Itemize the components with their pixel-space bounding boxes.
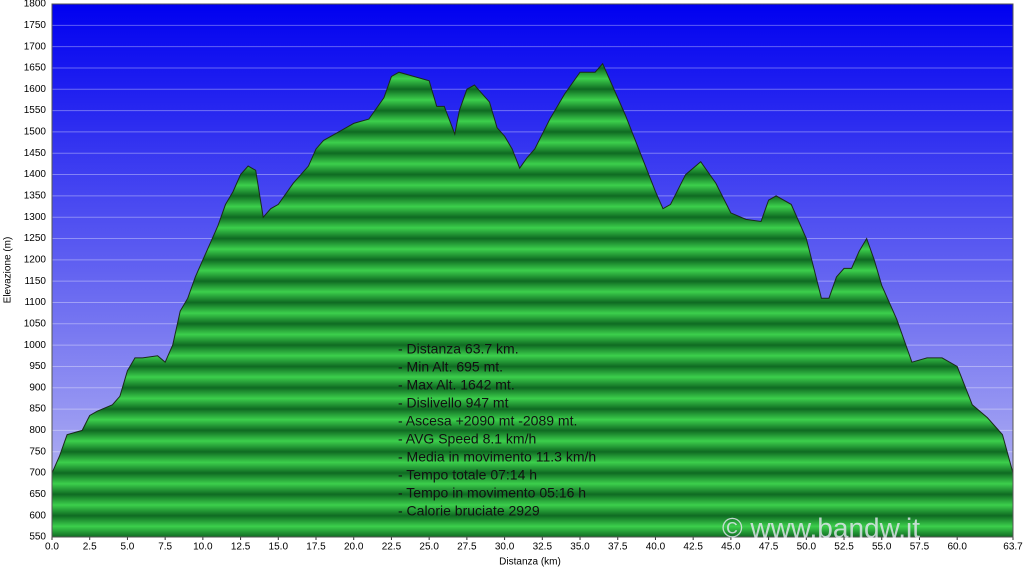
- watermark: © www.bandw.it: [722, 512, 920, 543]
- stats-line: - Calorie bruciate 2929: [398, 503, 540, 519]
- stats-line: - Distanza 63.7 km.: [398, 341, 519, 357]
- elevation-line: [51, 62, 1014, 474]
- y-tick-label: 1650: [24, 63, 47, 74]
- y-tick-label: 800: [29, 425, 46, 436]
- y-tick-label: 1200: [24, 254, 47, 265]
- plot-frame: [51, 3, 1014, 538]
- y-tick-label: 650: [29, 489, 46, 500]
- x-tick-label: 0.0: [45, 542, 59, 553]
- y-tick-label: 750: [29, 446, 46, 457]
- x-tick-label: 22.5: [382, 542, 402, 553]
- x-tick-label: 10.0: [193, 542, 213, 553]
- y-tick-label: 1550: [24, 105, 47, 116]
- x-tick-label: 5.0: [120, 542, 134, 553]
- x-tick-label: 25.0: [419, 542, 439, 553]
- y-tick-label: 1100: [24, 297, 46, 308]
- y-tick-label: 1700: [24, 41, 47, 52]
- x-tick-label: 37.5: [608, 542, 628, 553]
- x-tick-label: 42.5: [683, 542, 703, 553]
- stats-line: - Media in movimento 11.3 km/h: [398, 449, 596, 465]
- stats-line: - Ascesa +2090 mt -2089 mt.: [398, 413, 577, 429]
- x-tick-label: 63.7: [1003, 542, 1023, 553]
- x-tick-label: 40.0: [646, 542, 666, 553]
- stats-line: - AVG Speed 8.1 km/h: [398, 431, 536, 447]
- y-tick-label: 1000: [24, 340, 47, 351]
- x-tick-label: 45.0: [721, 542, 741, 553]
- x-tick-label: 32.5: [533, 542, 553, 553]
- stats-line: - Tempo in movimento 05:16 h: [398, 485, 586, 501]
- y-tick-label: 600: [29, 510, 46, 521]
- y-tick-label: 1450: [24, 148, 47, 159]
- y-tick-label: 1250: [24, 233, 47, 244]
- y-tick-label: 1150: [24, 276, 46, 287]
- x-tick-label: 20.0: [344, 542, 364, 553]
- x-tick-label: 55.0: [872, 542, 892, 553]
- x-tick-label: 60.0: [947, 542, 967, 553]
- stats-line: - Dislivello 947 mt: [398, 395, 509, 411]
- x-tick-label: 15.0: [269, 542, 289, 553]
- x-tick-label: 57.5: [910, 542, 930, 553]
- y-tick-label: 950: [29, 361, 46, 372]
- x-tick-label: 27.5: [457, 542, 477, 553]
- y-tick-label: 1750: [24, 20, 47, 31]
- x-tick-label: 30.0: [495, 542, 515, 553]
- stats-line: - Tempo totale 07:14 h: [398, 467, 537, 483]
- y-tick-label: 1350: [24, 191, 47, 202]
- y-tick-label: 1050: [24, 318, 47, 329]
- y-axis-title: Elevazione (m): [3, 237, 14, 304]
- y-tick-label: 1500: [24, 127, 47, 138]
- stats-line: - Min Alt. 695 mt.: [398, 359, 503, 375]
- y-tick-label: 1300: [24, 212, 47, 223]
- x-tick-label: 7.5: [158, 542, 172, 553]
- stats-line: - Max Alt. 1642 mt.: [398, 377, 515, 393]
- area-fill: [52, 63, 1013, 538]
- x-tick-label: 2.5: [83, 542, 97, 553]
- y-tick-label: 1600: [24, 84, 47, 95]
- x-tick-label: 12.5: [231, 542, 251, 553]
- y-tick-label: 850: [29, 404, 46, 415]
- x-tick-label: 52.5: [834, 542, 854, 553]
- y-tick-label: 900: [29, 382, 46, 393]
- y-tick-label: 700: [29, 468, 46, 479]
- x-tick-label: 35.0: [570, 542, 590, 553]
- y-tick-label: 1800: [24, 0, 47, 10]
- y-tick-label: 1400: [24, 169, 47, 180]
- x-tick-label: 50.0: [797, 542, 817, 553]
- x-axis-title: Distanza (km): [499, 557, 561, 568]
- y-tick-label: 550: [29, 532, 46, 543]
- x-tick-label: 47.5: [759, 542, 779, 553]
- x-tick-label: 17.5: [306, 542, 326, 553]
